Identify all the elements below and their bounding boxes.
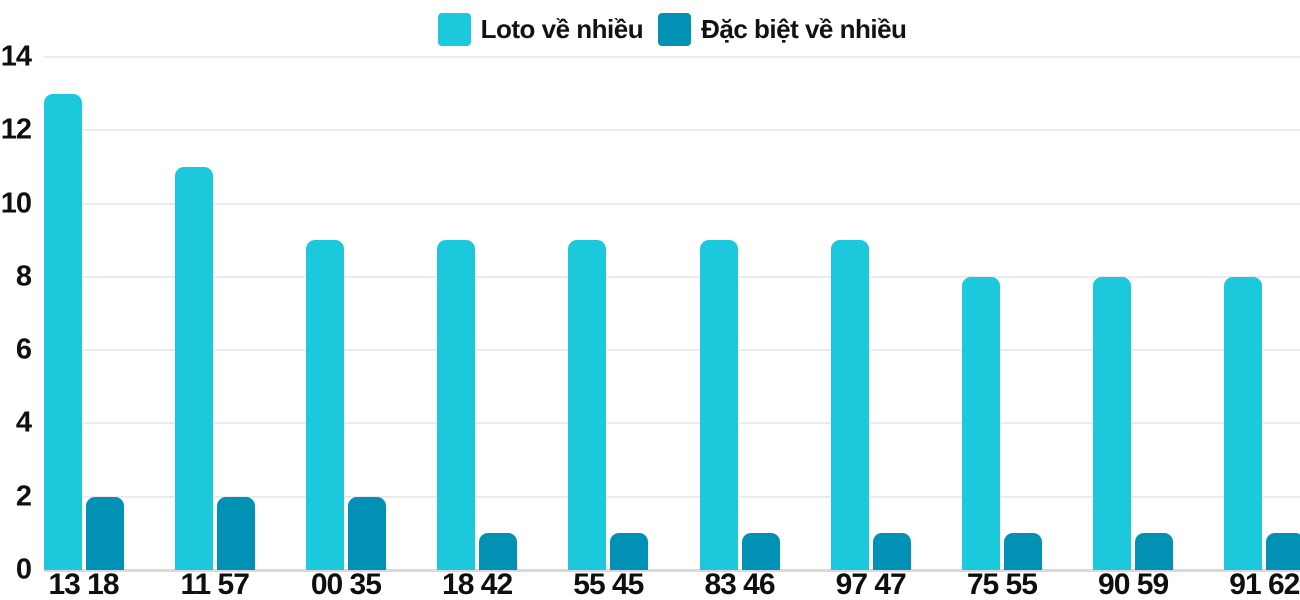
y-tick-label: 14 bbox=[0, 40, 32, 73]
x-tick-label: 90 59 bbox=[1098, 568, 1169, 600]
x-tick-label: 55 45 bbox=[573, 568, 644, 600]
bar-loto bbox=[1224, 276, 1263, 570]
bar-dacbiet bbox=[216, 496, 255, 570]
bar-dacbiet bbox=[1266, 533, 1300, 570]
gridline bbox=[44, 275, 1300, 278]
x-tick-label: 97 47 bbox=[835, 568, 907, 600]
bar-loto bbox=[830, 240, 869, 570]
y-tick-label: 10 bbox=[0, 187, 32, 220]
legend-item-loto: Loto về nhiều bbox=[437, 12, 644, 46]
y-tick-label: 8 bbox=[15, 260, 32, 293]
y-tick-label: 2 bbox=[15, 480, 32, 513]
x-axis-baseline bbox=[44, 569, 1300, 572]
bar-loto bbox=[437, 240, 476, 570]
x-tick-label: 91 62 bbox=[1229, 568, 1300, 600]
gridline bbox=[44, 129, 1300, 132]
gridline bbox=[44, 495, 1300, 498]
gridline bbox=[44, 349, 1300, 352]
bar-loto bbox=[961, 276, 1000, 570]
bar-loto bbox=[1093, 276, 1132, 570]
bar-dacbiet bbox=[1003, 533, 1042, 570]
bar-dacbiet bbox=[872, 533, 911, 570]
bar-dacbiet bbox=[347, 496, 386, 570]
gridline bbox=[44, 202, 1300, 205]
y-tick-label: 12 bbox=[0, 113, 32, 146]
x-tick-label: 13 18 bbox=[48, 568, 119, 600]
chart-legend: Loto về nhiều Đặc biệt về nhiều bbox=[44, 11, 1300, 47]
legend-swatch-dacbiet bbox=[658, 12, 692, 46]
bar-dacbiet bbox=[479, 533, 518, 570]
x-tick-label: 75 55 bbox=[966, 568, 1038, 600]
x-tick-label: 11 57 bbox=[180, 568, 249, 600]
bar-dacbiet bbox=[85, 496, 124, 570]
bar-loto bbox=[305, 240, 344, 570]
bar-dacbiet bbox=[741, 533, 780, 570]
x-tick-label: 83 46 bbox=[704, 568, 775, 600]
legend-label-dacbiet: Đặc biệt về nhiều bbox=[701, 13, 907, 44]
bar-loto bbox=[699, 240, 738, 570]
legend-swatch-loto bbox=[437, 12, 471, 46]
bar-loto bbox=[568, 240, 607, 570]
bar-loto bbox=[174, 166, 213, 570]
bar-loto bbox=[43, 93, 82, 570]
legend-label-loto: Loto về nhiều bbox=[480, 13, 644, 44]
gridline bbox=[44, 56, 1300, 58]
x-tick-label: 00 35 bbox=[310, 568, 382, 600]
y-tick-label: 0 bbox=[15, 553, 32, 586]
bar-dacbiet bbox=[610, 533, 649, 570]
y-tick-label: 6 bbox=[15, 333, 32, 366]
bar-dacbiet bbox=[1135, 533, 1174, 570]
x-tick-label: 18 42 bbox=[442, 568, 513, 600]
legend-item-dacbiet: Đặc biệt về nhiều bbox=[658, 12, 907, 46]
gridline bbox=[44, 422, 1300, 425]
y-tick-label: 4 bbox=[15, 406, 32, 439]
